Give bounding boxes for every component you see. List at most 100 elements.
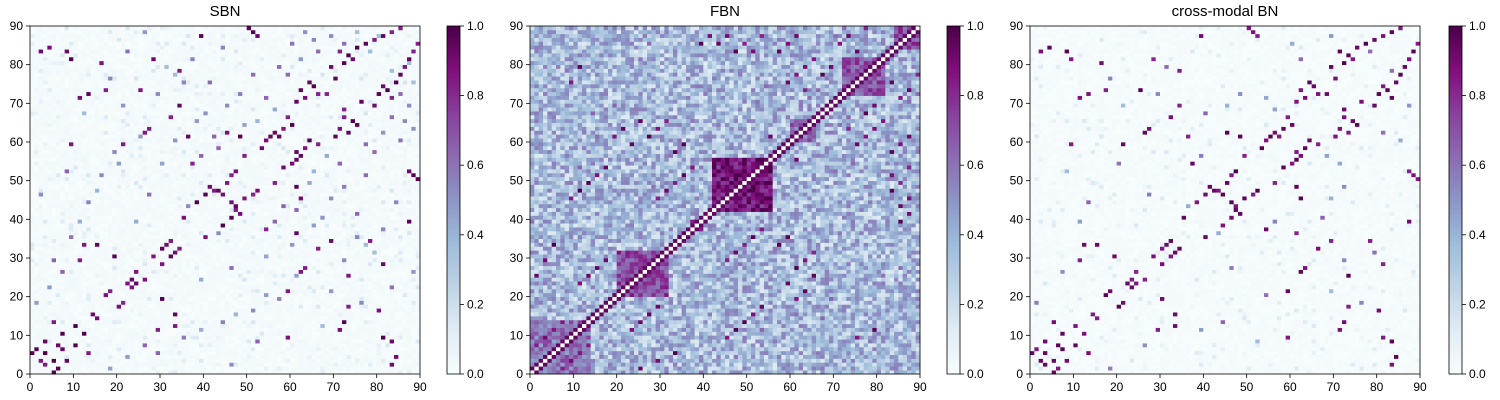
heatmap-cell [117,308,122,312]
heatmap-cell [78,142,83,146]
heatmap-cell [43,328,48,332]
heatmap-cell [225,362,230,366]
heatmap-cell [56,208,61,212]
heatmap-cell [138,130,143,134]
heatmap-cell [208,146,213,150]
heatmap-cell [43,65,48,69]
heatmap-cell [255,223,260,227]
heatmap-cell [69,61,74,65]
heatmap-cell [195,335,200,339]
heatmap-cell [47,49,52,53]
heatmap-cell [104,281,109,285]
heatmap-cell [190,231,195,235]
heatmap-cell [99,273,104,277]
heatmap-cell [91,270,96,274]
heatmap-cell [177,154,182,158]
heatmap-cell [229,359,234,363]
heatmap-cell [47,335,52,339]
heatmap-cell [78,84,83,88]
heatmap-cell [65,146,70,150]
heatmap-cell [208,258,213,262]
heatmap-cell [30,297,35,301]
heatmap-cell [216,41,221,45]
heatmap-cell [169,165,174,169]
heatmap-cell [160,196,165,200]
heatmap-cell [56,331,61,335]
heatmap-cell [30,223,35,227]
heatmap-cell [229,227,234,231]
heatmap-cell [43,227,48,231]
heatmap-cell [195,107,200,111]
heatmap-cell [69,130,74,134]
heatmap-cell [95,127,100,131]
heatmap-cell [108,227,113,231]
heatmap-cell [264,84,269,88]
heatmap-cell [147,215,152,219]
heatmap-cell [117,204,122,208]
heatmap-cell [99,146,104,150]
heatmap-cell [242,243,247,247]
heatmap-cell [186,188,191,192]
heatmap-cell [86,328,91,332]
heatmap-cell [65,26,70,30]
heatmap-cell [56,219,61,223]
heatmap-cell [260,359,265,363]
heatmap-cell [112,38,117,42]
heatmap-cell [229,161,234,165]
heatmap-cell [173,165,178,169]
heatmap-cell [47,355,52,359]
heatmap-cell [138,72,143,76]
heatmap-cell [91,254,96,258]
heatmap-cell [221,293,226,297]
heatmap-cell [112,150,117,154]
heatmap-cell [264,273,269,277]
heatmap-cell [39,41,44,45]
heatmap-cell [30,308,35,312]
heatmap-cell [52,285,57,289]
heatmap-cell [186,212,191,216]
heatmap-cell [138,359,143,363]
heatmap-cell [138,57,143,61]
heatmap-cell [52,130,57,134]
heatmap-cell [108,316,113,320]
heatmap-cell [99,316,104,320]
heatmap-cell [56,200,61,204]
heatmap-cell [182,328,187,332]
heatmap-cell [229,53,234,57]
heatmap-cell [30,270,35,274]
heatmap-cell [260,239,265,243]
heatmap-cell [69,281,74,285]
heatmap-cell [173,304,178,308]
heatmap-cell [264,351,269,355]
heatmap-cell [177,231,182,235]
heatmap-cell [208,72,213,76]
heatmap-cell [169,254,174,258]
heatmap-cell [112,92,117,96]
heatmap-cell [151,185,156,189]
heatmap-cell [121,281,126,285]
heatmap-cell [199,177,204,181]
heatmap-cell [156,181,161,185]
heatmap-cell [264,200,269,204]
heatmap-cell [108,359,113,363]
heatmap-cell [43,119,48,123]
heatmap-cell [255,254,260,258]
heatmap-cell [203,297,208,301]
heatmap-cell [34,150,39,154]
heatmap-cell [91,150,96,154]
heatmap-cell [221,49,226,53]
heatmap-cell [216,204,221,208]
heatmap-cell [138,169,143,173]
heatmap-cell [134,219,139,223]
heatmap-cell [82,80,87,84]
heatmap-cell [173,49,178,53]
heatmap-cell [82,192,87,196]
heatmap-cell [130,169,135,173]
heatmap-cell [147,84,152,88]
heatmap-cell [212,277,217,281]
heatmap-cell [147,219,152,223]
heatmap-cell [125,273,130,277]
heatmap-cell [238,188,243,192]
heatmap-cell [121,127,126,131]
heatmap-cell [151,127,156,131]
